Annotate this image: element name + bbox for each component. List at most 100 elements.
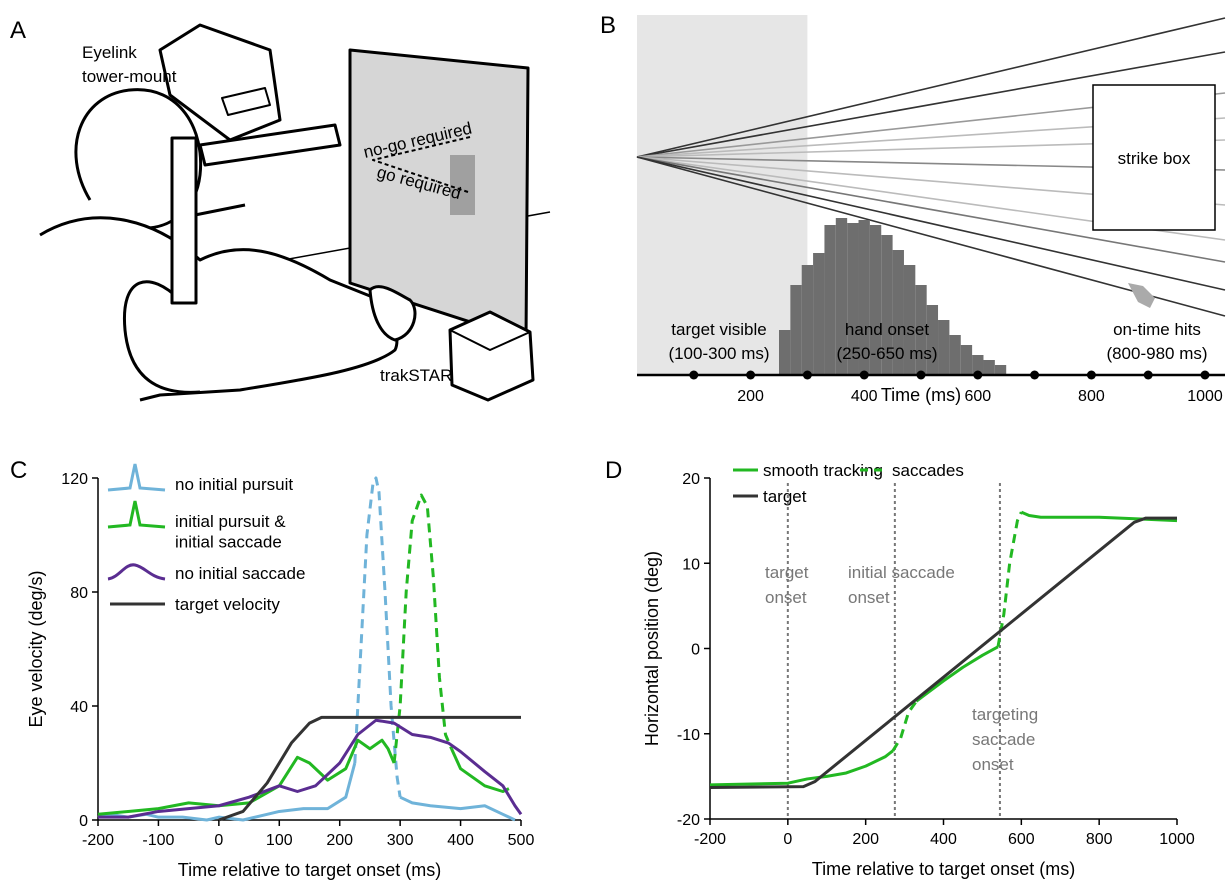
tick-dot — [1086, 370, 1096, 380]
saccade-trace — [392, 493, 453, 764]
y-tick-label: 10 — [682, 556, 700, 573]
legend-label: target velocity — [175, 595, 280, 614]
x-tick-label: 1000 — [1159, 831, 1195, 848]
histogram-bar — [903, 265, 916, 375]
trace — [1020, 510, 1178, 523]
histogram-bar — [926, 305, 939, 375]
annotation: saccade — [972, 730, 1035, 749]
trace — [709, 749, 894, 787]
histogram-bar — [915, 285, 927, 375]
tick-dot — [802, 370, 812, 380]
tick-dot — [746, 370, 756, 380]
strike-box-label: strike box — [1118, 149, 1191, 168]
tick-dot — [1143, 370, 1153, 380]
histogram-bar — [983, 360, 995, 375]
annotation: onset — [848, 588, 890, 607]
annotation: on-time hits — [1113, 320, 1201, 339]
histogram-bar — [835, 218, 848, 375]
y-tick-label: 80 — [70, 585, 88, 602]
y-tick-label: -10 — [677, 727, 700, 744]
annotation: target visible — [671, 320, 766, 339]
y-axis-label: Horizontal position (deg) — [642, 551, 662, 746]
eyelink-label: Eyelink — [82, 43, 137, 62]
y-axis-label: Eye velocity (deg/s) — [26, 570, 46, 727]
x-tick-label: 800 — [1086, 831, 1113, 848]
panel-label: D — [605, 457, 622, 484]
x-axis-label: Time relative to target onset (ms) — [178, 860, 441, 880]
histogram-bar — [801, 265, 814, 375]
legend-icon — [107, 563, 166, 581]
x-tick-label: 300 — [387, 832, 414, 849]
trace — [97, 738, 396, 816]
x-tick-label: 600 — [964, 388, 991, 405]
annotation: (250-650 ms) — [836, 344, 937, 363]
trace — [218, 715, 521, 822]
x-tick-label: 0 — [214, 832, 223, 849]
camera-window — [221, 87, 271, 116]
x-tick-label: 500 — [508, 832, 535, 849]
tick-dot — [859, 370, 869, 380]
strike-box — [1092, 84, 1216, 231]
legend-label: no initial saccade — [175, 564, 305, 583]
x-tick-label: 400 — [930, 831, 957, 848]
x-tick-label: 1000 — [1187, 388, 1223, 405]
histogram-bar — [949, 335, 961, 375]
trajectory — [636, 17, 1226, 158]
trajectory — [636, 51, 1226, 158]
trace — [399, 795, 516, 822]
annotation: (800-980 ms) — [1106, 344, 1207, 363]
legend-icon — [107, 463, 166, 492]
y-tick-label: 20 — [682, 471, 700, 488]
legend-label: no initial pursuit — [175, 475, 293, 494]
histogram-bar — [847, 223, 859, 375]
histogram-bar — [824, 225, 836, 375]
histogram-bar — [960, 345, 973, 375]
histogram-bar — [938, 320, 950, 375]
x-tick-label: 400 — [447, 832, 474, 849]
x-tick-label: -200 — [694, 831, 726, 848]
legend-label: target — [763, 487, 807, 506]
x-tick-label: 200 — [326, 832, 353, 849]
saccade-trace — [353, 476, 402, 798]
x-axis-label: Time relative to target onset (ms) — [812, 859, 1075, 879]
annotation: onset — [972, 755, 1014, 774]
trace — [98, 718, 523, 819]
legend-label: smooth tracking — [763, 461, 883, 480]
target-stripe — [450, 155, 475, 215]
tick-dot — [1200, 370, 1210, 380]
legend-label: saccades — [892, 461, 964, 480]
histogram-bar — [869, 225, 882, 375]
pole — [170, 136, 198, 305]
y-tick-label: 120 — [61, 471, 88, 488]
x-tick-label: -100 — [142, 832, 174, 849]
histogram-bar — [858, 220, 870, 375]
x-tick-label: 400 — [851, 388, 878, 405]
annotation: onset — [765, 588, 807, 607]
trace — [915, 645, 999, 703]
histogram-bar — [779, 330, 791, 375]
y-tick-label: -20 — [677, 812, 700, 829]
histogram-bar — [994, 365, 1007, 375]
trajectory — [636, 156, 1226, 317]
panel-label: A — [10, 17, 26, 44]
tracker-label: trakSTAR — [380, 366, 452, 385]
body — [39, 216, 399, 402]
tick-dot — [973, 370, 983, 380]
annotation: hand onset — [845, 320, 929, 339]
x-tick-label: 200 — [852, 831, 879, 848]
x-tick-label: 0 — [783, 831, 792, 848]
eyelink-camera — [158, 23, 282, 142]
eyelink-label: tower-mount — [82, 67, 177, 86]
trajectory — [636, 156, 1226, 291]
histogram-bar — [972, 355, 984, 375]
hand-icon — [1128, 283, 1155, 308]
trace — [709, 516, 1177, 789]
tracker-edges — [449, 329, 531, 351]
y-tick-label: 0 — [79, 813, 88, 830]
x-tick-label: 100 — [266, 832, 293, 849]
x-tick-label: 200 — [737, 388, 764, 405]
legend-label: initial pursuit & initial saccade — [175, 512, 286, 551]
tick-dot — [1030, 370, 1040, 380]
annotation: targeting — [972, 705, 1038, 724]
